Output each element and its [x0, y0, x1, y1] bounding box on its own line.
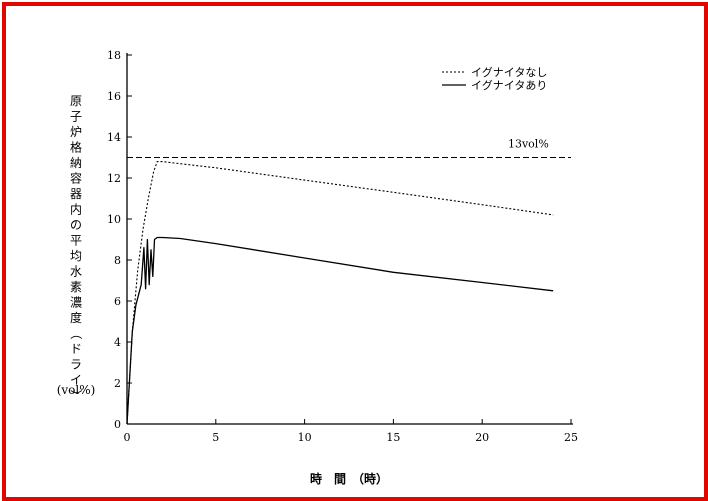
y-tick-label: 2 [114, 377, 121, 390]
y-axis-title-char: 水 [70, 265, 82, 279]
y-axis-title-char: 原 [70, 94, 82, 108]
x-tick-label: 10 [298, 431, 312, 444]
y-axis-title-char: の [70, 218, 82, 232]
y-tick-label: 16 [107, 90, 121, 103]
y-tick-label: 10 [107, 213, 121, 226]
x-tick-label: 25 [564, 431, 578, 444]
y-axis-title-char: 器 [70, 187, 82, 201]
y-axis-title-char: 平 [70, 234, 82, 248]
y-axis-title-char: 度 [70, 310, 82, 325]
y-tick-label: 0 [114, 418, 121, 431]
y-axis-title-char: イ [70, 373, 82, 387]
x-tick-label: 5 [212, 431, 219, 444]
series-line-2 [126, 236, 554, 425]
x-tick-label: 20 [475, 431, 489, 444]
y-axis-title-char: 納 [70, 156, 82, 170]
x-tick-label: 0 [124, 431, 131, 444]
y-axis-title-char: 均 [70, 249, 82, 263]
y-axis-title-char: 格 [70, 140, 82, 155]
y-tick-label: 6 [114, 295, 121, 308]
y-axis-title-char: 炉 [70, 125, 82, 139]
y-axis-title-char: ラ [70, 358, 82, 372]
x-tick-label: 15 [386, 431, 400, 444]
y-axis-title-char: ） [69, 389, 83, 401]
y-axis-title-char: 内 [70, 203, 82, 217]
legend-label-2: イグナイタあり [471, 78, 547, 92]
y-axis-unit: (vol%) [57, 383, 96, 397]
y-tick-label: 12 [107, 172, 121, 185]
y-tick-label: 18 [107, 49, 121, 62]
legend-label-1: イグナイタなし [471, 65, 547, 79]
y-axis-title-char: 濃 [70, 296, 82, 310]
y-tick-label: 14 [107, 131, 121, 144]
y-axis-title-char: 容 [70, 171, 82, 186]
y-axis-title-char: ド [70, 342, 82, 356]
axes [126, 53, 573, 425]
threshold-label: 13vol% [508, 138, 549, 151]
series-line-1 [126, 161, 554, 425]
y-axis-title-char: 子 [70, 110, 82, 124]
y-axis-title-char: （ [69, 327, 83, 339]
y-tick-label: 8 [114, 254, 121, 267]
x-axis-title: 時 間 （時） [310, 471, 388, 486]
y-axis-title-char: 素 [70, 280, 82, 294]
y-tick-label: 4 [114, 336, 121, 349]
